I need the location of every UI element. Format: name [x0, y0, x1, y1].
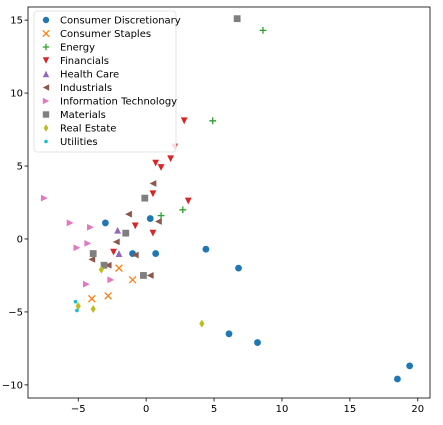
data-point-7-2	[122, 229, 130, 237]
legend-marker-2	[42, 43, 50, 51]
legend-label-4: Health Care	[60, 70, 119, 81]
x-tick-label-3: 10	[276, 404, 289, 415]
data-point-7-4	[100, 261, 108, 269]
x-tick-label-5: 20	[411, 404, 424, 415]
data-point-1-2	[104, 292, 112, 300]
plot-area	[40, 15, 414, 383]
data-point-3-0	[180, 117, 188, 125]
data-point-0-4	[202, 245, 210, 253]
legend-marker-9	[44, 139, 48, 144]
data-point-2-2	[157, 212, 165, 220]
data-point-1-0	[115, 264, 123, 273]
legend-label-8: Real Estate	[60, 124, 116, 135]
y-tick-label-2: 0	[17, 234, 23, 245]
data-point-5-0	[149, 180, 157, 187]
data-point-8-2	[75, 302, 81, 311]
data-point-5-1	[125, 210, 132, 218]
data-point-3-8	[131, 222, 139, 230]
data-point-0-9	[406, 362, 414, 370]
data-point-5-3	[112, 238, 120, 246]
data-point-0-0	[102, 219, 109, 227]
data-point-8-1	[98, 265, 104, 274]
legend-label-0: Consumer Discretionary	[60, 16, 181, 27]
legend-label-1: Consumer Staples	[60, 29, 151, 40]
data-point-8-0	[199, 319, 205, 328]
data-point-0-1	[146, 215, 154, 222]
data-point-5-7	[146, 272, 154, 279]
legend-marker-3	[42, 57, 50, 64]
data-point-3-9	[110, 248, 117, 256]
data-point-4-1	[115, 250, 123, 257]
data-point-2-1	[209, 117, 217, 125]
data-point-1-3	[87, 294, 96, 303]
data-point-6-5	[107, 276, 115, 284]
data-point-2-0	[259, 26, 267, 34]
axes: −5 0 5 10 15 20 −10 −5 0 5 10 15	[2, 6, 431, 415]
data-point-4-0	[114, 226, 122, 234]
data-point-3-2	[167, 155, 174, 163]
data-point-8-3	[90, 305, 96, 313]
data-point-6-0	[40, 194, 48, 202]
x-tick-label-2: 5	[211, 404, 217, 415]
data-point-0-5	[235, 264, 242, 272]
data-point-5-6	[104, 261, 112, 269]
data-point-7-5	[140, 272, 147, 279]
legend-marker-1	[42, 29, 50, 38]
data-point-6-4	[73, 244, 81, 252]
data-point-6-1	[66, 219, 74, 227]
legend-marker-6	[42, 97, 50, 105]
legend-label-9: Utilities	[60, 137, 98, 148]
legend-marker-0	[42, 16, 50, 24]
data-point-0-6	[225, 330, 233, 338]
data-point-7-3	[89, 250, 97, 257]
data-point-9-1	[75, 308, 79, 313]
data-point-5-5	[88, 256, 96, 263]
legend-label-2: Energy	[60, 43, 95, 54]
legend-label-6: Information Technology	[60, 97, 177, 108]
data-point-0-7	[254, 339, 261, 346]
legend-label-5: Industrials	[60, 83, 112, 94]
y-tick-label-0: −10	[2, 380, 23, 391]
data-point-7-0	[233, 15, 241, 23]
x-tick-label-4: 15	[344, 404, 357, 415]
y-tick-label-4: 10	[10, 89, 23, 100]
data-point-3-3	[152, 159, 160, 167]
y-tick-label-1: −5	[8, 307, 23, 318]
legend-box	[33, 10, 177, 153]
plot-frame	[27, 6, 431, 399]
legend-marker-4	[42, 70, 50, 78]
data-point-7-1	[141, 194, 149, 202]
x-tick-label-0: −5	[71, 404, 86, 415]
data-point-9-0	[73, 299, 78, 304]
legend-label-3: Financials	[60, 56, 109, 67]
y-tick-label-5: 15	[10, 16, 23, 27]
data-point-6-2	[87, 223, 94, 231]
data-point-5-2	[154, 218, 162, 225]
y-tick-label-3: 5	[17, 162, 23, 173]
data-point-6-6	[83, 280, 90, 288]
legend-marker-7	[42, 111, 50, 118]
data-point-3-4	[157, 164, 165, 171]
legend-label-7: Materials	[60, 110, 106, 121]
legend-marker-8	[43, 124, 49, 132]
data-point-3-6	[184, 197, 192, 205]
legend: Consumer Discretionary Consumer Staples En…	[33, 10, 181, 153]
data-point-1-1	[128, 275, 137, 284]
data-point-3-5	[149, 190, 157, 198]
data-point-5-4	[131, 251, 139, 259]
legend-marker-5	[42, 84, 50, 91]
data-point-6-3	[84, 239, 92, 247]
data-point-2-3	[179, 206, 187, 214]
data-point-0-2	[152, 250, 160, 257]
data-point-3-7	[149, 229, 157, 237]
x-tick-label-1: 0	[143, 404, 149, 415]
data-point-0-8	[394, 375, 401, 383]
